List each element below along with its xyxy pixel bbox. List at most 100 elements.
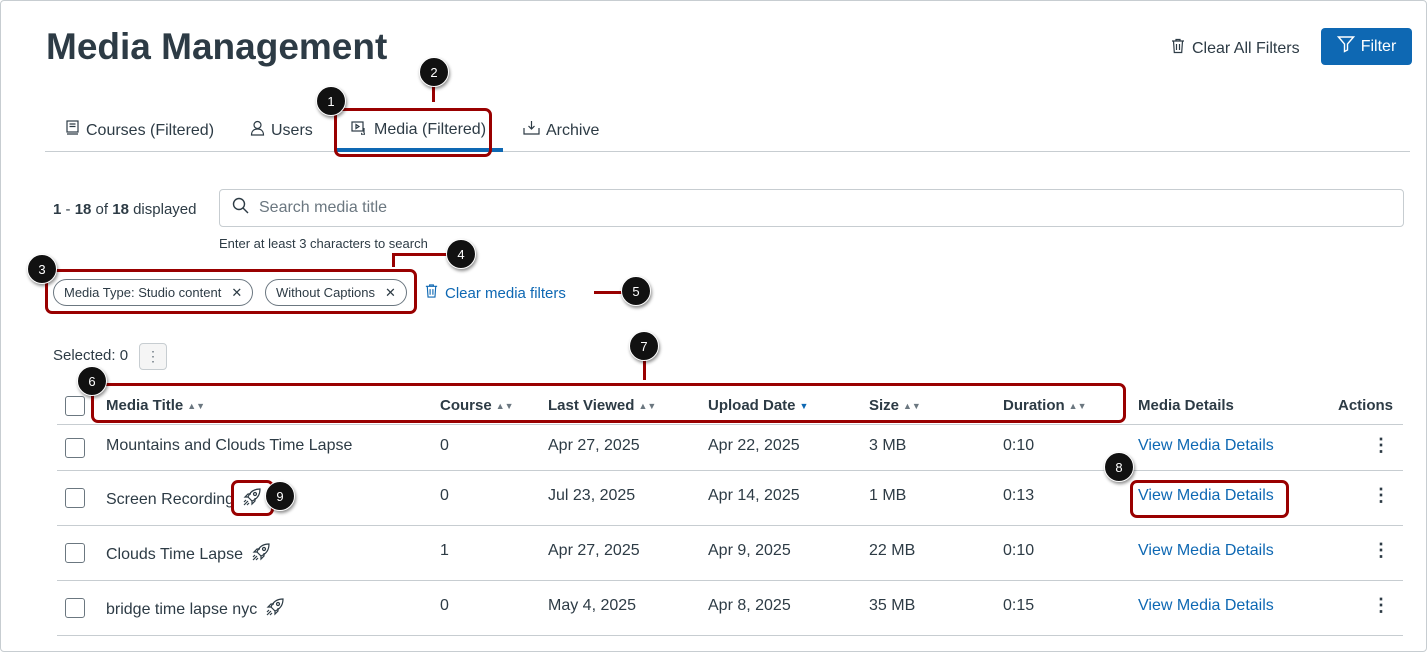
search-input[interactable] <box>259 199 1359 217</box>
table-row-title: Screen Recording <box>106 487 262 512</box>
cell-duration: 0:13 <box>1003 487 1035 504</box>
row-checkbox[interactable] <box>65 543 85 563</box>
callout-badge: 9 <box>265 481 295 511</box>
view-media-details-link[interactable]: View Media Details <box>1138 487 1274 504</box>
annotation-arrow <box>594 291 624 294</box>
bulk-actions-button[interactable]: ⋮ <box>139 343 167 370</box>
media-icon <box>351 120 368 140</box>
column-header-course[interactable]: Course ▲▼ <box>440 397 514 414</box>
column-header-actions: Actions <box>1338 397 1394 414</box>
column-header-size[interactable]: Size ▲▼ <box>869 397 921 414</box>
annotation-arrow <box>392 253 448 256</box>
row-actions-kebab-icon[interactable]: ⋮ <box>1372 595 1390 615</box>
row-checkbox[interactable] <box>65 438 85 458</box>
trash-icon <box>424 283 439 303</box>
search-hint: Enter at least 3 characters to search <box>219 236 428 251</box>
rocket-icon <box>242 487 262 512</box>
cell-size: 3 MB <box>869 437 907 454</box>
book-icon <box>65 120 80 141</box>
column-header-duration[interactable]: Duration ▲▼ <box>1003 397 1087 414</box>
table-row-title: bridge time lapse nyc <box>106 597 285 622</box>
tab-users[interactable]: Users <box>250 120 313 141</box>
tab-media[interactable]: Media (Filtered) <box>351 120 486 140</box>
cell-course: 1 <box>440 542 449 559</box>
sort-icon: ▲▼ <box>638 400 657 411</box>
user-icon <box>250 120 265 141</box>
annotation-box-filter-chips <box>45 269 417 314</box>
sort-icon: ▲▼ <box>1068 400 1087 411</box>
callout-badge: 1 <box>316 86 346 116</box>
row-actions-kebab-icon[interactable]: ⋮ <box>1372 540 1390 560</box>
callout-badge: 7 <box>629 331 659 361</box>
annotation-arrow <box>643 360 646 380</box>
cell-size: 1 MB <box>869 487 907 504</box>
annotation-arrow <box>392 253 395 267</box>
view-media-details-link[interactable]: View Media Details <box>1138 597 1274 614</box>
divider <box>57 470 1403 471</box>
clear-all-filters-button[interactable]: Clear All Filters <box>1170 38 1300 59</box>
column-header-upload-date[interactable]: Upload Date ▼ <box>708 397 809 414</box>
active-tab-indicator <box>335 148 503 152</box>
cell-last-viewed: Apr 27, 2025 <box>548 542 640 559</box>
tab-bar: Courses (Filtered) Users Media (Filtered… <box>45 110 1410 152</box>
view-media-details-link[interactable]: View Media Details <box>1138 437 1274 454</box>
callout-badge: 3 <box>27 254 57 284</box>
row-actions-kebab-icon[interactable]: ⋮ <box>1372 485 1390 505</box>
filter-chip-without-captions[interactable]: Without Captions ✕ <box>265 279 407 306</box>
results-count: 1 - 18 of 18 displayed <box>53 201 197 218</box>
annotation-box-media-tab <box>334 108 492 157</box>
cell-last-viewed: Jul 23, 2025 <box>548 487 636 504</box>
row-checkbox[interactable] <box>65 598 85 618</box>
divider <box>57 580 1403 581</box>
cell-duration: 0:10 <box>1003 437 1035 454</box>
row-actions-kebab-icon[interactable]: ⋮ <box>1372 435 1390 455</box>
row-checkbox[interactable] <box>65 488 85 508</box>
view-media-details-link[interactable]: View Media Details <box>1138 542 1274 559</box>
filter-chip-media-type[interactable]: Media Type: Studio content ✕ <box>53 279 254 306</box>
callout-badge: 5 <box>621 276 651 306</box>
cell-size: 35 MB <box>869 597 916 614</box>
cell-course: 0 <box>440 437 449 454</box>
annotation-box-view-details <box>1130 480 1289 518</box>
callout-badge: 2 <box>419 57 449 87</box>
filter-button[interactable]: Filter <box>1321 28 1412 65</box>
cell-course: 0 <box>440 487 449 504</box>
tab-archive[interactable]: Archive <box>523 120 599 141</box>
callout-badge: 4 <box>446 239 476 269</box>
close-icon[interactable]: ✕ <box>231 284 243 300</box>
sort-icon: ▲▼ <box>903 400 921 411</box>
tab-courses[interactable]: Courses (Filtered) <box>65 120 214 141</box>
filter-icon <box>1336 35 1355 58</box>
cell-last-viewed: Apr 27, 2025 <box>548 437 640 454</box>
cell-upload-date: Apr 8, 2025 <box>708 597 791 614</box>
rocket-icon <box>265 597 285 622</box>
search-icon <box>232 197 249 219</box>
cell-upload-date: Apr 9, 2025 <box>708 542 791 559</box>
clear-media-filters-link[interactable]: Clear media filters <box>424 283 566 303</box>
close-icon[interactable]: ✕ <box>385 284 396 300</box>
search-field[interactable] <box>219 189 1404 227</box>
download-icon <box>523 120 540 141</box>
column-header-media-details: Media Details <box>1138 397 1234 414</box>
cell-duration: 0:15 <box>1003 597 1035 614</box>
cell-upload-date: Apr 22, 2025 <box>708 437 800 454</box>
callout-badge: 6 <box>77 366 107 396</box>
table-row-title: Clouds Time Lapse <box>106 542 271 567</box>
cell-upload-date: Apr 14, 2025 <box>708 487 800 504</box>
rocket-icon <box>251 542 271 567</box>
cell-duration: 0:10 <box>1003 542 1035 559</box>
sort-icon: ▲▼ <box>495 400 514 411</box>
column-header-last-viewed[interactable]: Last Viewed ▲▼ <box>548 397 657 414</box>
annotation-box-column-headers <box>91 383 1126 423</box>
column-header-media-title[interactable]: Media Title ▲▼ <box>106 397 206 414</box>
divider <box>57 424 1403 425</box>
selected-count: Selected: 0 <box>53 347 129 364</box>
table-row-title: Mountains and Clouds Time Lapse <box>106 437 353 454</box>
divider <box>57 635 1403 636</box>
sort-desc-icon: ▼ <box>799 400 809 411</box>
page-title: Media Management <box>46 26 388 67</box>
cell-course: 0 <box>440 597 449 614</box>
select-all-checkbox[interactable] <box>65 396 85 416</box>
divider <box>57 525 1403 526</box>
trash-icon <box>1170 38 1186 59</box>
